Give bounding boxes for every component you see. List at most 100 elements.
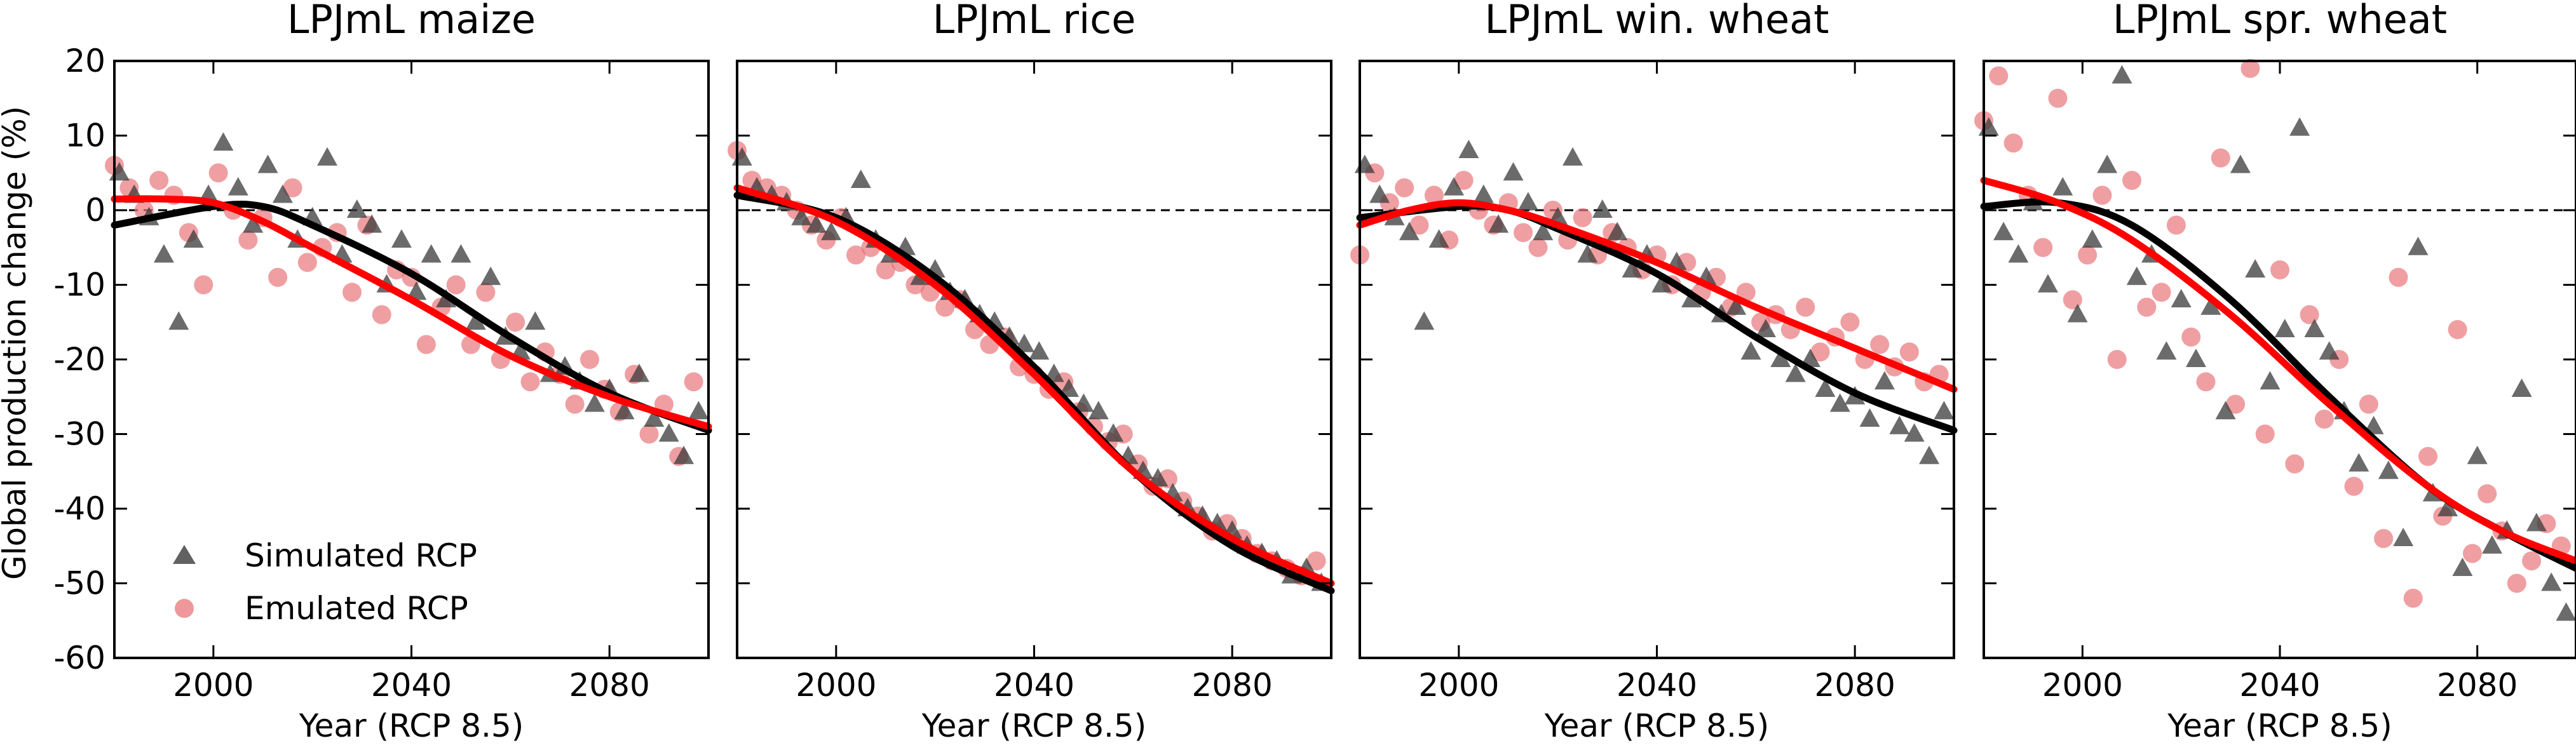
x-tick-label: 2080 — [569, 667, 650, 704]
simulated-point — [850, 170, 871, 188]
simulated-point — [2052, 177, 2073, 196]
emulated-point — [2522, 551, 2542, 571]
emulated-point — [238, 231, 258, 250]
simulated-point — [2260, 371, 2281, 390]
emulated-point — [2300, 305, 2319, 325]
emulated-point — [2033, 238, 2053, 257]
simulated-point — [2215, 401, 2236, 420]
panel-title: LPJmL maize — [287, 0, 536, 43]
emulated-point — [194, 275, 214, 295]
legend: Simulated RCP Emulated RCP — [173, 537, 477, 627]
emulated-point — [416, 335, 436, 354]
simulated-point — [1726, 296, 1747, 315]
simulated-point — [213, 132, 234, 151]
emulated-point — [372, 305, 391, 325]
simulated-point — [227, 177, 248, 196]
simulated-point — [1815, 378, 1836, 397]
simulated-point — [257, 154, 278, 173]
emulated-point — [1528, 238, 1548, 257]
simulated-point — [1770, 349, 1791, 367]
simulated-point — [421, 244, 442, 263]
emulated-point — [565, 394, 585, 414]
emulated-point — [639, 424, 659, 444]
simulated-point — [391, 229, 412, 248]
simulated-point — [2126, 266, 2147, 285]
simulated-point — [2245, 259, 2266, 278]
emulated-point — [283, 178, 302, 198]
simulated-point — [2185, 349, 2206, 367]
simulated-point — [465, 311, 486, 330]
simulated-point — [806, 214, 827, 233]
emulated-point — [2107, 350, 2127, 369]
emulated-point — [2152, 283, 2171, 302]
emulated-point — [1810, 342, 1830, 362]
simulated-point — [153, 244, 174, 263]
y-tick-label: -50 — [53, 565, 105, 602]
simulated-point — [2082, 229, 2103, 248]
simulated-point — [2408, 236, 2429, 255]
x-axis-label: Year (RCP 8.5) — [299, 707, 524, 744]
y-tick-label: 20 — [65, 43, 105, 79]
emulated-point — [2389, 267, 2408, 287]
simulated-point — [2437, 498, 2458, 516]
legend-label-simulated: Simulated RCP — [245, 537, 477, 574]
simulated-point — [644, 408, 665, 427]
simulated-point — [1059, 378, 1080, 397]
simulated-point — [2156, 341, 2177, 360]
emulated-point — [2003, 133, 2023, 153]
emulated-point — [2507, 573, 2526, 593]
simulated-point — [168, 311, 189, 330]
emulated-point — [520, 372, 540, 392]
x-tick-label: 2000 — [1418, 667, 1499, 704]
emulated-point — [2255, 424, 2275, 444]
y-tick-label: -40 — [53, 490, 105, 527]
emulated-point — [1796, 297, 1815, 317]
simulated-point — [1029, 341, 1050, 360]
emulated-point — [2359, 394, 2378, 414]
simulated-point — [1428, 229, 1449, 248]
emulated-point — [2314, 410, 2334, 429]
simulated-point — [791, 206, 812, 225]
x-axis-label: Year (RCP 8.5) — [1544, 707, 1770, 744]
simulated-point — [1399, 222, 1420, 241]
simulated-point — [1904, 423, 1925, 442]
x-tick-label: 2000 — [173, 667, 254, 704]
simulated-point — [317, 147, 338, 166]
simulated-point — [1993, 222, 2014, 241]
simulated-point — [2452, 558, 2473, 576]
simulated-point — [674, 445, 695, 464]
simulated-point — [451, 244, 471, 263]
simulated-point — [2481, 535, 2502, 554]
simulated-point — [525, 311, 546, 330]
simulated-point — [346, 199, 367, 218]
simulated-point — [1369, 184, 1390, 203]
emulated-fit-line — [1356, 199, 1958, 393]
simulated-point — [1577, 244, 1598, 263]
panel-winter-wheat: LPJmL win. wheat 2000 2040 2080 Year (RCP 8.… — [1350, 0, 1958, 744]
emulated-point — [1395, 178, 1414, 198]
emulated-point — [1870, 335, 1890, 354]
simulated-point — [1148, 468, 1169, 486]
simulated-point — [1414, 311, 1435, 330]
emulated-point — [506, 312, 525, 332]
x-tick-label: 2040 — [994, 667, 1074, 704]
emulated-point — [1899, 342, 1919, 362]
simulated-point — [1473, 184, 1494, 203]
simulated-point — [1800, 349, 1821, 367]
simulated-point — [2274, 319, 2295, 337]
simulated-point — [1622, 259, 1643, 278]
emulated-fit-line — [733, 184, 1335, 587]
simulated-point — [183, 229, 204, 248]
emulated-point — [2122, 171, 2141, 190]
simulated-point — [1563, 147, 1583, 166]
emulated-point — [2462, 544, 2482, 563]
simulated-point — [2200, 296, 2221, 315]
emulated-point — [2211, 148, 2230, 168]
emulated-point — [1514, 223, 1533, 243]
simulated-point — [2349, 453, 2369, 472]
emulated-point — [2418, 446, 2437, 466]
simulated-point — [2378, 460, 2399, 479]
emulated-point — [876, 260, 895, 279]
simulated-point — [2541, 572, 2562, 591]
x-tick-label: 2000 — [2042, 667, 2123, 704]
